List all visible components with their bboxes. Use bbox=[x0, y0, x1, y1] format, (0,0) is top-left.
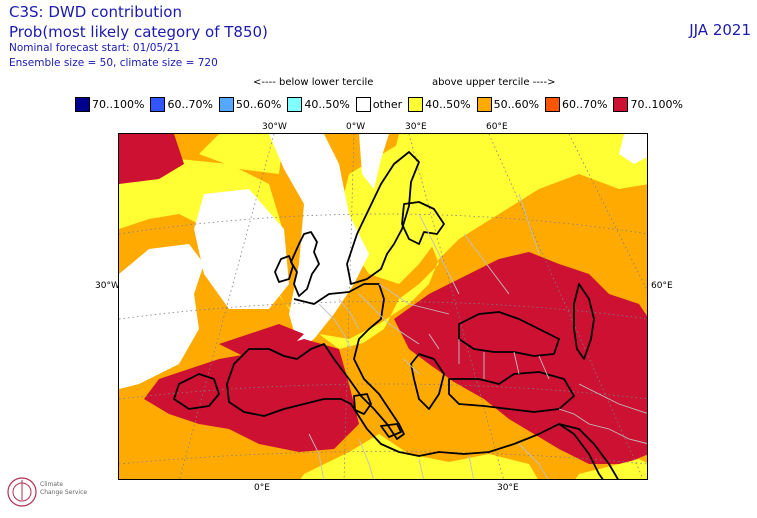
lon-label-top: 30°W bbox=[262, 122, 287, 132]
caspian-sea-coastline bbox=[573, 283, 595, 360]
map-title: C3S: DWD contribution bbox=[9, 3, 182, 21]
graticule-line bbox=[488, 134, 644, 479]
white-region-atlantic bbox=[119, 244, 204, 389]
legend-label: 60..70% bbox=[167, 98, 213, 111]
lon-label-bottom: 0°E bbox=[254, 483, 270, 493]
legend-swatch bbox=[355, 97, 371, 112]
ensemble-size: Ensemble size = 50, climate size = 720 bbox=[9, 57, 218, 69]
scandinavia-coastline bbox=[346, 151, 420, 285]
border-line bbox=[308, 433, 549, 479]
sardinia-coastline bbox=[353, 393, 372, 415]
iberia-outline bbox=[173, 373, 220, 410]
black-sea-coastline bbox=[458, 311, 560, 357]
legend-label: other bbox=[372, 98, 403, 111]
forecast-start: Nominal forecast start: 01/05/21 bbox=[9, 42, 181, 54]
legend-item: 70..100% bbox=[613, 97, 683, 112]
legend-label: 50..60% bbox=[235, 98, 282, 111]
legend-label: 70..100% bbox=[630, 98, 683, 111]
legend-label: 40..50% bbox=[304, 98, 350, 111]
great-britain-coastline bbox=[290, 231, 320, 297]
map-canvas bbox=[119, 134, 647, 479]
legend-item: 60..70% bbox=[150, 97, 213, 112]
yellow-region bbox=[119, 134, 647, 349]
legend-label: 50..60% bbox=[493, 98, 540, 111]
legend-label: 40..50% bbox=[425, 98, 471, 111]
red-sea-coastline bbox=[558, 423, 604, 479]
legend-swatch bbox=[613, 97, 629, 112]
map-subtitle: Prob(most likely category of T850) bbox=[9, 23, 268, 41]
white-region-mid-atlantic bbox=[194, 189, 289, 309]
graticule-line bbox=[179, 134, 275, 479]
red-region-iberia bbox=[219, 324, 304, 359]
border-line bbox=[403, 333, 550, 380]
legend-item: 40..50% bbox=[408, 97, 471, 112]
lon-label-left: 30°W bbox=[95, 281, 120, 291]
legend-swatch bbox=[218, 97, 234, 112]
red-region-northwest bbox=[119, 134, 184, 184]
white-region-west-europe bbox=[269, 134, 369, 349]
border-line bbox=[558, 383, 647, 444]
legend-swatch bbox=[75, 97, 90, 112]
legend-label: 70..100% bbox=[92, 98, 145, 111]
red-region-east bbox=[394, 252, 647, 464]
season-label: JJA 2021 bbox=[689, 21, 751, 39]
lon-label-top: 30°E bbox=[405, 122, 427, 132]
legend-item: 40..50% bbox=[287, 97, 350, 112]
legend-item: 70..100% bbox=[75, 97, 144, 112]
yellow-region-south bbox=[300, 434, 647, 479]
legend-item: 50..60% bbox=[218, 97, 282, 112]
coastlines bbox=[173, 151, 619, 479]
country-borders bbox=[308, 193, 647, 479]
baltic-coastline bbox=[401, 201, 445, 245]
probability-map bbox=[118, 133, 648, 480]
border-line bbox=[418, 193, 540, 295]
anatomia-coastline bbox=[448, 371, 575, 413]
balkans-coastline bbox=[410, 353, 445, 410]
legend-swatch bbox=[476, 97, 492, 112]
legend-swatch bbox=[545, 97, 561, 112]
yellow-region-north bbox=[199, 134, 479, 284]
lon-label-top: 60°E bbox=[486, 122, 508, 132]
graticule-line bbox=[343, 134, 355, 479]
legend-label: 60..70% bbox=[562, 98, 608, 111]
graticule-line bbox=[408, 134, 504, 479]
color-legend: 70..100% 60..70% 50..60% 40..50% other 4… bbox=[75, 97, 689, 112]
logo-line-2: Change Service bbox=[40, 489, 88, 496]
legend-item: 50..60% bbox=[476, 97, 540, 112]
red-region-southwest bbox=[144, 339, 359, 452]
above-tercile-caption: above upper tercile ----> bbox=[432, 77, 556, 88]
legend-swatch bbox=[287, 97, 303, 112]
border-line bbox=[318, 283, 450, 350]
climate-logo-icon bbox=[7, 477, 37, 507]
graticule-line bbox=[568, 134, 647, 291]
below-tercile-caption: <---- below lower tercile bbox=[253, 77, 374, 88]
lon-label-right: 60°E bbox=[651, 281, 673, 291]
ireland-coastline bbox=[274, 255, 294, 283]
white-region-scandinavia bbox=[359, 134, 389, 189]
europe-mainland-coastline bbox=[226, 283, 619, 479]
graticule-line bbox=[119, 383, 647, 400]
graticule-line bbox=[119, 213, 647, 235]
white-region-northeast bbox=[619, 134, 647, 164]
sicily-coastline bbox=[380, 423, 402, 438]
copernicus-logo: Climate Change Service bbox=[4, 470, 104, 514]
legend-item: other bbox=[355, 97, 403, 112]
lon-label-top: 0°W bbox=[346, 122, 366, 132]
lon-label-bottom: 30°E bbox=[497, 483, 519, 493]
legend-item: 60..70% bbox=[545, 97, 607, 112]
legend-swatch bbox=[150, 97, 166, 112]
legend-swatch bbox=[408, 97, 424, 112]
logo-line-1: Climate bbox=[40, 481, 64, 488]
